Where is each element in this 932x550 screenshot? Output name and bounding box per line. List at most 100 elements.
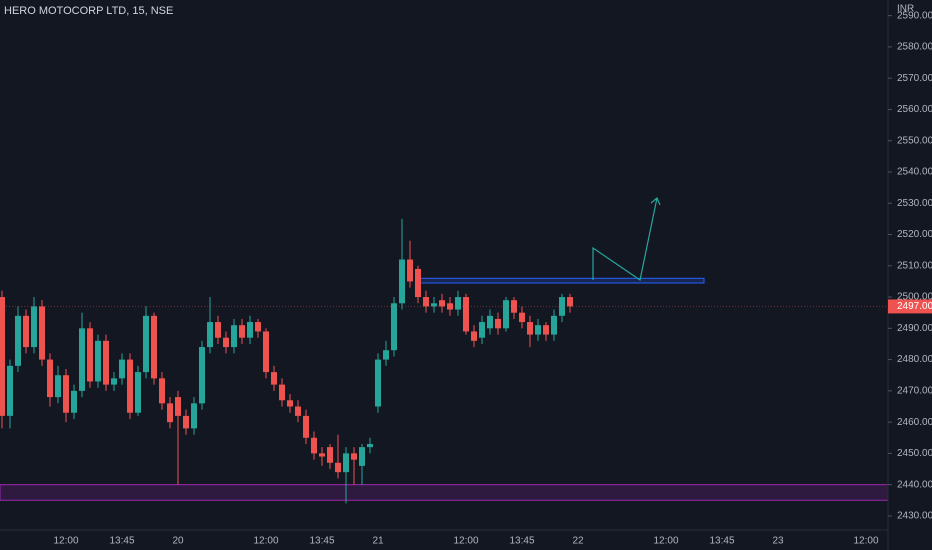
candle-body: [503, 300, 509, 329]
candle-body: [47, 359, 53, 398]
candle-body: [63, 375, 69, 413]
x-tick-label: 13:45: [109, 536, 134, 547]
candle-body: [319, 453, 325, 457]
y-tick-label: 2540.00: [897, 167, 932, 178]
candle-body: [295, 406, 301, 416]
x-tick-label: 12:00: [653, 536, 678, 547]
candle-body: [31, 306, 37, 348]
x-tick-label: 13:45: [509, 536, 534, 547]
y-tick-label: 2530.00: [897, 198, 932, 209]
x-tick-label: 23: [772, 536, 784, 547]
y-tick-label: 2510.00: [897, 260, 932, 271]
candle-body: [231, 325, 237, 348]
candle-body: [23, 315, 29, 348]
x-tick-label: 22: [572, 536, 584, 547]
x-tick-label: 13:45: [709, 536, 734, 547]
candle-body: [431, 303, 437, 307]
currency-label: INR: [897, 4, 914, 15]
candle-body: [199, 347, 205, 404]
candle-body: [87, 328, 93, 382]
candle-body: [127, 359, 133, 413]
candle-body: [79, 328, 85, 391]
x-tick-label: 21: [372, 536, 384, 547]
y-tick-label: 2500.00: [897, 292, 932, 303]
y-tick-label: 2560.00: [897, 104, 932, 115]
y-tick-label: 2490.00: [897, 323, 932, 334]
projection-arrow: [592, 197, 658, 282]
candle-body: [167, 403, 173, 423]
x-tick-label: 12:00: [453, 536, 478, 547]
candle-body: [239, 325, 245, 338]
y-tick-label: 2430.00: [897, 511, 932, 522]
y-tick-label: 2590.00: [897, 10, 932, 21]
candle-body: [423, 297, 429, 307]
candle-body: [567, 297, 573, 307]
candle-body: [71, 390, 77, 413]
candle-body: [415, 268, 421, 298]
candle-body: [447, 303, 453, 310]
y-tick-label: 2550.00: [897, 135, 932, 146]
candle-body: [375, 359, 381, 407]
candle-body: [271, 372, 277, 385]
candle-body: [103, 340, 109, 385]
candle-body: [279, 384, 285, 401]
candle-body: [479, 322, 485, 338]
candle-body: [263, 331, 269, 373]
candle-body: [455, 297, 461, 310]
candle-body: [119, 359, 125, 379]
candle-body: [327, 447, 333, 463]
last-price-box: [888, 299, 932, 314]
price-zone: [419, 277, 705, 284]
candle-body: [543, 325, 549, 335]
candle-body: [95, 340, 101, 382]
candle-body: [391, 303, 397, 351]
candle-body: [351, 453, 357, 460]
y-tick-label: 2570.00: [897, 73, 932, 84]
last-price-label: 2497.00: [897, 301, 932, 312]
candle-body: [511, 300, 517, 313]
candle-body: [151, 315, 157, 379]
y-tick-label: 2480.00: [897, 354, 932, 365]
candle-body: [55, 375, 61, 398]
candle-body: [343, 453, 349, 473]
candle-body: [367, 444, 373, 448]
candle-body: [519, 312, 525, 323]
candle-body: [135, 372, 141, 413]
candle-body: [559, 297, 565, 316]
y-tick-label: 2440.00: [897, 479, 932, 490]
candle-body: [183, 415, 189, 429]
candle-body: [215, 322, 221, 338]
x-tick-label: 13:45: [309, 536, 334, 547]
candle-body: [335, 462, 341, 473]
candle-body: [311, 437, 317, 454]
candle-body: [495, 318, 501, 329]
candle-body: [191, 403, 197, 429]
candle-body: [7, 365, 13, 416]
candle-body: [39, 306, 45, 360]
candle-body: [247, 322, 253, 338]
x-tick-label: 12:00: [853, 536, 878, 547]
plot-area: [0, 218, 889, 504]
candle-body: [471, 331, 477, 341]
candle-body: [383, 350, 389, 360]
candle-body: [111, 378, 117, 385]
candle-body: [527, 322, 533, 335]
candle-body: [143, 315, 149, 373]
y-tick-label: 2580.00: [897, 42, 932, 53]
candle-body: [287, 400, 293, 407]
y-tick-label: 2470.00: [897, 385, 932, 396]
candle-body: [303, 415, 309, 438]
x-tick-label: 20: [172, 536, 184, 547]
candle-body: [159, 378, 165, 404]
price-zone: [0, 484, 889, 501]
candle-body: [0, 297, 5, 416]
x-tick-label: 12:00: [53, 536, 78, 547]
candle-body: [223, 337, 229, 348]
candle-body: [535, 325, 541, 335]
y-tick-label: 2520.00: [897, 229, 932, 240]
y-tick-label: 2460.00: [897, 417, 932, 428]
candle-body: [207, 322, 213, 348]
candle-body: [551, 315, 557, 335]
